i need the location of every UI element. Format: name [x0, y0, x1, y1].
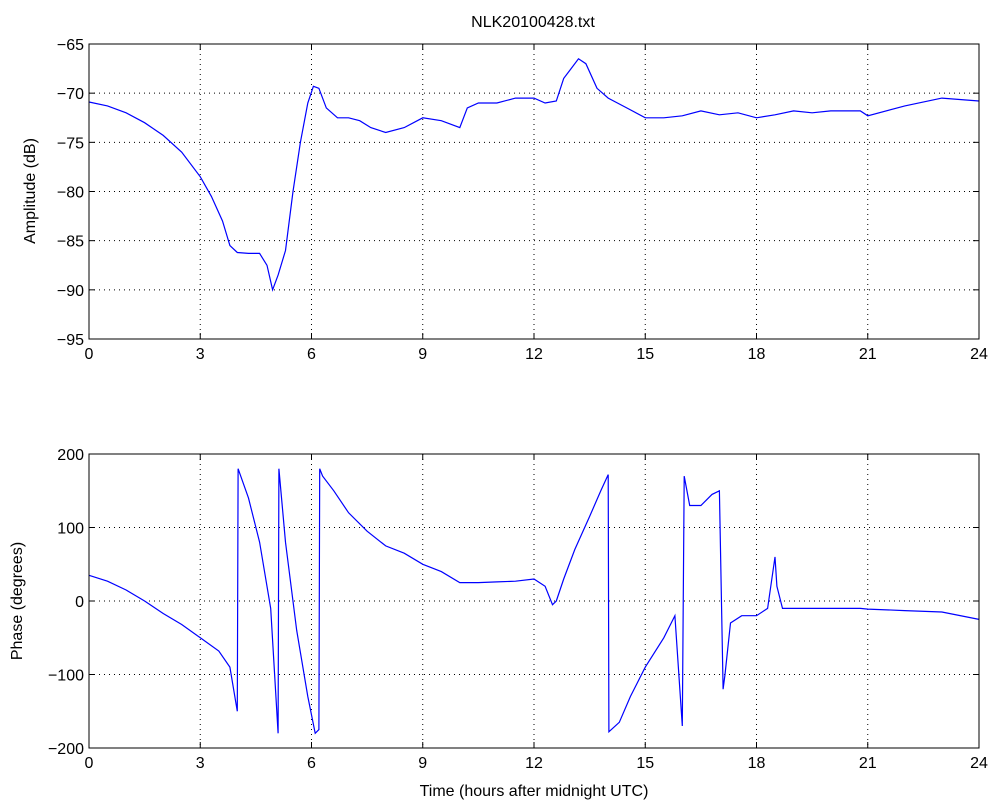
- phase-x-tick-label: 3: [196, 755, 205, 772]
- amplitude-x-tick-label: 21: [859, 346, 877, 363]
- phase-x-tick-label: 18: [748, 755, 766, 772]
- phase-x-tick-label: 9: [418, 755, 427, 772]
- phase-y-tick-label: 100: [57, 521, 84, 538]
- amplitude-x-tick-label: 3: [196, 346, 205, 363]
- amplitude-x-tick-label: 12: [525, 346, 543, 363]
- amplitude-x-tick-label: 24: [970, 346, 988, 363]
- phase-y-tick-label: 0: [75, 594, 84, 611]
- phase-y-tick-label: 200: [57, 447, 84, 464]
- amplitude-panel: 0 3 6 9 12 15 18 21 24 −95 −90 −85 −80 −75 −70 −65 Ampl…: [22, 37, 988, 363]
- phase-grid: [89, 454, 979, 748]
- amplitude-y-axis-label: Amplitude (dB): [22, 138, 39, 244]
- amplitude-grid: [89, 44, 979, 339]
- phase-x-tick-label: 12: [525, 755, 543, 772]
- amplitude-y-tick-label: −80: [57, 185, 84, 202]
- phase-panel: 0 3 6 9 12 15 18 21 24 −200 −100 0 100 200 Phase (deg…: [9, 447, 988, 800]
- amplitude-x-tick-label: 0: [85, 346, 94, 363]
- phase-y-axis-label: Phase (degrees): [9, 542, 26, 660]
- amplitude-x-tick-label: 9: [418, 346, 427, 363]
- phase-y-tick-label: −100: [48, 668, 84, 685]
- amplitude-y-tick-label: −70: [57, 86, 84, 103]
- phase-x-tick-label: 15: [636, 755, 654, 772]
- amplitude-y-tick-label: −85: [57, 234, 84, 251]
- amplitude-y-tick-label: −65: [57, 37, 84, 54]
- amplitude-x-tick-label: 6: [307, 346, 316, 363]
- amplitude-y-tick-label: −90: [57, 283, 84, 300]
- phase-y-tick-label: −200: [48, 741, 84, 758]
- phase-x-tick-label: 6: [307, 755, 316, 772]
- amplitude-y-tick-label: −95: [57, 332, 84, 349]
- phase-series-line: [88, 468, 980, 735]
- phase-x-tick-label: 0: [85, 755, 94, 772]
- amplitude-y-tick-label: −75: [57, 135, 84, 152]
- amplitude-series-line: [88, 57, 980, 292]
- phase-x-tick-label: 24: [970, 755, 988, 772]
- phase-x-axis-label: Time (hours after midnight UTC): [420, 783, 649, 800]
- amplitude-x-tick-label: 15: [636, 346, 654, 363]
- phase-x-tick-label: 21: [859, 755, 877, 772]
- amplitude-ticks: 0 3 6 9 12 15 18 21 24 −95 −90 −85 −80 −75 −70 −65: [57, 37, 988, 363]
- phase-ticks: 0 3 6 9 12 15 18 21 24 −200 −100 0 100 200: [48, 447, 988, 772]
- chart-title: NLK20100428.txt: [471, 14, 595, 31]
- amplitude-x-tick-label: 18: [748, 346, 766, 363]
